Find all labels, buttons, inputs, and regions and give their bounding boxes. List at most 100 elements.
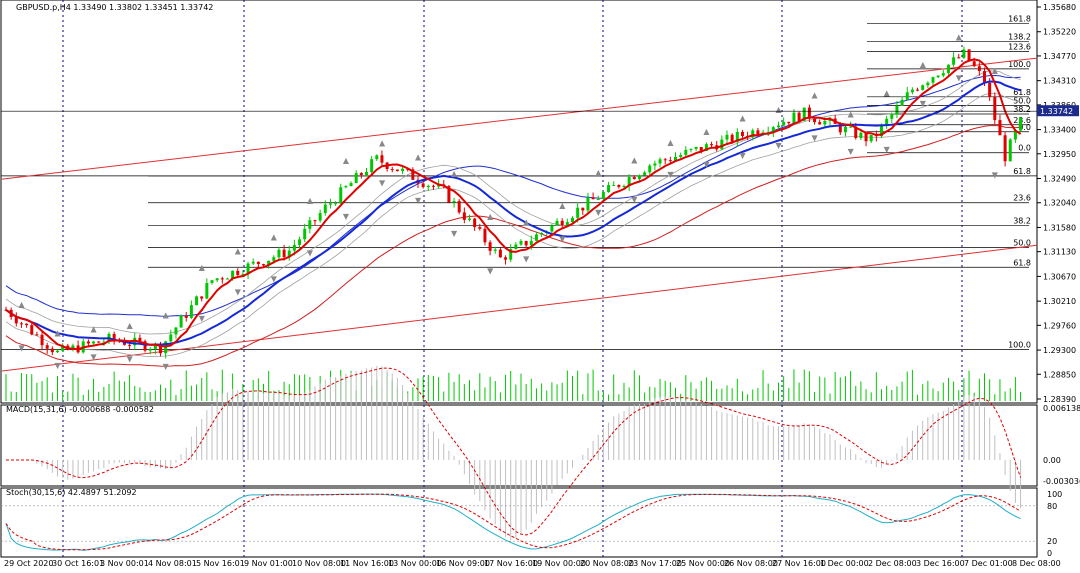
fractal-down-marker: ▼ [884, 145, 891, 154]
price-axis: 1.356801.352201.347701.343101.338601.334… [1, 3, 1079, 404]
fractal-down-marker: ▼ [343, 212, 350, 221]
time-axis-label: 7 Dec 01:00 [964, 559, 1013, 568]
fractal-down-marker: ▼ [415, 196, 422, 205]
fib-level-label: 61.8 [1013, 258, 1031, 267]
stoch-pane: 100 80 20 0 [1, 490, 1062, 558]
candle-body [565, 222, 569, 226]
candle-body [591, 197, 595, 200]
fractal-up-marker: ▲ [776, 105, 783, 114]
volume-bars [5, 369, 1022, 401]
fractal-down-marker: ▼ [55, 361, 62, 370]
time-axis-label: 4 Nov 08:01 [148, 559, 197, 568]
current-price-box [1037, 105, 1079, 117]
candle-body [550, 225, 554, 232]
candle-body [813, 118, 817, 123]
candle-body [555, 220, 559, 226]
price-axis-label: 1.34310 [1043, 77, 1076, 86]
candle-body [627, 177, 631, 186]
candle-body [967, 49, 971, 62]
candle-body [220, 278, 224, 280]
fractal-up-marker: ▲ [415, 152, 422, 161]
candle-body [864, 132, 868, 142]
time-axis-label: 8 Dec 08:00 [1012, 559, 1061, 568]
candle-body [926, 82, 930, 86]
candle-body [756, 130, 760, 135]
fib-level-label: 38.2 [1013, 216, 1031, 225]
fractal-down-marker: ▼ [199, 314, 206, 323]
candle-body [262, 264, 265, 266]
fib-level-label: 100.0 [1008, 341, 1031, 350]
candle-body [215, 278, 219, 281]
fractal-down-marker: ▼ [739, 151, 746, 160]
stoch-main-line [5, 493, 1021, 551]
candle-body [143, 341, 147, 351]
candle-body [740, 131, 744, 136]
fractal-up-marker: ▲ [848, 110, 855, 119]
fractal-down-marker: ▼ [127, 354, 134, 363]
candle-body [560, 220, 564, 226]
candle-body [699, 146, 703, 151]
fractal-up-marker: ▲ [55, 329, 62, 338]
time-axis-label: 13 Nov 00:00 [388, 559, 442, 568]
fractal-down-marker: ▼ [776, 141, 783, 150]
candle-body [921, 85, 925, 90]
candle-body [637, 175, 641, 180]
fractal-down-marker: ▼ [703, 160, 710, 169]
candle-body [200, 296, 204, 299]
candle-body [462, 212, 466, 220]
candle-body [493, 249, 497, 251]
band-inner-lower [5, 92, 1021, 358]
chart-title: GBPUSD.p,H4 1.33490 1.33802 1.33451 1.33… [16, 3, 213, 12]
candle-body [607, 185, 611, 193]
trendlines [1, 57, 1038, 372]
fractal-down-marker: ▼ [848, 147, 855, 156]
candle-body [859, 132, 863, 138]
candle-body [370, 159, 374, 173]
macd-axis-label: 0.00 [1043, 456, 1061, 465]
stoch-signal-line [5, 493, 1021, 551]
fractal-up-marker: ▲ [559, 201, 566, 210]
candle-body [735, 131, 739, 142]
price-axis-label: 1.30210 [1043, 297, 1076, 306]
candle-body [581, 207, 585, 211]
price-axis-label: 1.28850 [1043, 370, 1076, 379]
candle-body [972, 61, 976, 67]
time-axis-label: 9 Nov 01:00 [244, 559, 293, 568]
candle-body [612, 184, 616, 186]
candle-body [643, 172, 647, 176]
current-price-label: 1.33742 [1040, 107, 1073, 116]
time-axis-label: 3 Nov 00:01 [100, 559, 149, 568]
candle-body [663, 159, 667, 161]
time-axis-label: 19 Nov 00:00 [532, 559, 586, 568]
fractal-down-marker: ▼ [91, 352, 98, 361]
fractal-down-marker: ▼ [631, 195, 638, 204]
moving-averages [5, 58, 1022, 351]
price-axis-label: 1.35220 [1043, 28, 1076, 37]
candle-body [849, 126, 853, 128]
candle-body [519, 241, 523, 245]
candle-body [771, 127, 775, 132]
candle-body [946, 64, 950, 74]
candle-body [179, 315, 183, 328]
candle-body [910, 89, 914, 93]
candle-body [231, 270, 235, 279]
candle-body [205, 282, 209, 299]
candle-body [931, 77, 935, 83]
candle-body [328, 203, 332, 205]
candle-body [869, 135, 873, 142]
price-axis-label: 1.31580 [1043, 223, 1076, 232]
time-axis-label: 23 Nov 17:00 [628, 559, 682, 568]
band-upper-line [5, 74, 1021, 317]
fractal-up-marker: ▲ [487, 212, 494, 221]
candle-body [426, 185, 430, 188]
candle-body [421, 183, 425, 188]
fractal-up-marker: ▲ [91, 324, 98, 333]
candle-body [766, 131, 770, 133]
fractal-up-marker: ▲ [307, 196, 314, 205]
candle-body [359, 173, 363, 176]
candle-body [14, 317, 18, 324]
price-axis-label: 1.28390 [1043, 395, 1076, 404]
fractal-up-marker: ▲ [163, 311, 170, 320]
candle-body [282, 249, 286, 258]
candle-body [457, 201, 461, 213]
